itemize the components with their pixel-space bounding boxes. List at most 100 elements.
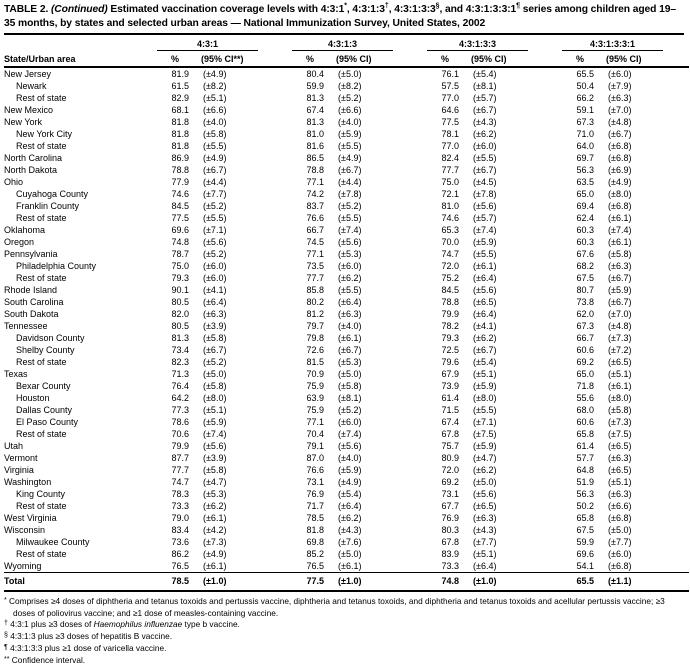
ci-value: (±6.1) bbox=[608, 381, 632, 391]
ci-value: (±1.0) bbox=[201, 572, 285, 591]
table-row: Rest of state 79.3 (±6.0) 77.7 (±6.2) 75.2 (±6… bbox=[4, 272, 689, 284]
pct-value: 70.6 bbox=[171, 429, 189, 439]
pct-value: 65.8 bbox=[576, 429, 595, 439]
footnote-ref-dagger: † bbox=[384, 2, 389, 10]
area-label: Rest of state bbox=[16, 501, 67, 511]
ci-value: (±5.9) bbox=[338, 465, 362, 475]
ci-value: (±5.9) bbox=[473, 381, 497, 391]
area-label: Pennsylvania bbox=[4, 249, 58, 259]
area-label: West Virginia bbox=[4, 513, 57, 523]
table-row: New Mexico 68.1 (±6.6) 67.4 (±6.6) 64.6 (±6.7)… bbox=[4, 104, 689, 116]
pct-value: 76.4 bbox=[171, 381, 189, 391]
ci-value: (±6.1) bbox=[203, 513, 227, 523]
pct-value: 79.3 bbox=[171, 273, 189, 283]
ci-value: (±5.6) bbox=[473, 285, 497, 295]
pct-value: 75.9 bbox=[306, 405, 325, 415]
ci-value: (±7.7) bbox=[473, 537, 497, 547]
state-column-header: State/Urban area bbox=[4, 51, 149, 68]
ci-value: (±6.1) bbox=[338, 333, 362, 343]
ci-value: (±5.2) bbox=[338, 405, 362, 415]
pct-value: 77.7 bbox=[441, 165, 460, 175]
pct-value: 78.8 bbox=[306, 165, 325, 175]
ci-value: (±6.6) bbox=[608, 501, 632, 511]
ci-value: (±8.1) bbox=[473, 81, 497, 91]
ci-value: (±5.2) bbox=[203, 249, 227, 259]
ci-value: (±6.2) bbox=[473, 129, 497, 139]
pct-value: 73.1 bbox=[306, 477, 325, 487]
table-row: North Carolina 86.9 (±4.9) 86.5 (±4.9) 82.4 (±… bbox=[4, 152, 689, 164]
ci-value: (±7.9) bbox=[608, 81, 632, 91]
pct-value: 87.0 bbox=[306, 453, 325, 463]
pct-value: 67.8 bbox=[441, 429, 460, 439]
ci-value: (±1.0) bbox=[471, 572, 555, 591]
pct-value: 67.3 bbox=[576, 117, 595, 127]
ci-value: (±6.3) bbox=[608, 261, 632, 271]
pct-value: 59.9 bbox=[576, 537, 595, 547]
area-label: Houston bbox=[16, 393, 50, 403]
ci-value: (±5.3) bbox=[338, 249, 362, 259]
pct-value: 86.9 bbox=[171, 153, 189, 163]
pct-value: 81.8 bbox=[171, 117, 189, 127]
ci-value: (±4.3) bbox=[473, 525, 497, 535]
ci-value: (±5.2) bbox=[338, 201, 362, 211]
ci-value: (±5.9) bbox=[473, 441, 497, 451]
pct-value: 79.8 bbox=[306, 333, 325, 343]
ci-value: (±6.5) bbox=[473, 501, 497, 511]
pct-value: 77.5 bbox=[284, 572, 337, 591]
ci-value: (±1.1) bbox=[606, 572, 690, 591]
pct-value: 80.5 bbox=[171, 321, 189, 331]
area-label: Vermont bbox=[4, 453, 38, 463]
ci-value: (±6.1) bbox=[473, 261, 497, 271]
ci-value: (±3.9) bbox=[203, 453, 227, 463]
ci-value: (±6.7) bbox=[203, 345, 227, 355]
ci-value: (±4.7) bbox=[473, 453, 497, 463]
pct-value: 80.9 bbox=[441, 453, 460, 463]
area-label: Virginia bbox=[4, 465, 34, 475]
pct-value: 77.1 bbox=[306, 417, 325, 427]
pct-value: 61.4 bbox=[441, 393, 460, 403]
pct-value: 75.9 bbox=[306, 381, 325, 391]
pct-value: 56.3 bbox=[576, 489, 595, 499]
pct-value: 79.1 bbox=[306, 441, 325, 451]
pct-value: 78.7 bbox=[171, 249, 189, 259]
pct-value: 80.4 bbox=[306, 69, 325, 79]
ci-value: (±5.5) bbox=[473, 153, 497, 163]
area-label: Rest of state bbox=[16, 93, 67, 103]
pct-value: 74.7 bbox=[441, 249, 460, 259]
ci-value: (±6.8) bbox=[608, 201, 632, 211]
ci-value: (±7.3) bbox=[608, 417, 632, 427]
ci-value: (±5.4) bbox=[338, 489, 362, 499]
ci-value: (±5.1) bbox=[203, 405, 227, 415]
pct-value: 68.2 bbox=[576, 261, 595, 271]
ci-value: (±6.4) bbox=[338, 297, 362, 307]
pct-value: 83.4 bbox=[171, 525, 189, 535]
area-label: South Dakota bbox=[4, 309, 59, 319]
ci-value: (±4.1) bbox=[203, 285, 227, 295]
ci-value: (±5.1) bbox=[608, 369, 632, 379]
pct-value: 78.8 bbox=[171, 165, 189, 175]
area-label: Philadelphia County bbox=[16, 261, 97, 271]
pct-value: 81.8 bbox=[171, 141, 189, 151]
table-row: Franklin County 84.5 (±5.2) 83.7 (±5.2) 81.0 (… bbox=[4, 200, 689, 212]
ci-value: (±4.9) bbox=[338, 477, 362, 487]
ci-value: (±4.4) bbox=[203, 177, 227, 187]
pct-value: 64.6 bbox=[441, 105, 460, 115]
pct-value: 84.5 bbox=[441, 285, 460, 295]
pct-value: 61.4 bbox=[576, 441, 595, 451]
table-row: Rest of state 70.6 (±7.4) 70.4 (±7.4) 67.8 (±7… bbox=[4, 428, 689, 440]
pct-value: 67.5 bbox=[576, 273, 595, 283]
pct-value: 62.4 bbox=[576, 213, 595, 223]
ci-value: (±7.4) bbox=[608, 225, 632, 235]
vaccination-coverage-table: 4:3:1 4:3:1:3 4:3:1:3:3 4:3:1:3:3:1 Stat… bbox=[4, 37, 690, 592]
table-row: El Paso County 78.6 (±5.9) 77.1 (±6.0) 67.4 (±… bbox=[4, 416, 689, 428]
ci-value: (±3.9) bbox=[203, 321, 227, 331]
pct-value: 60.6 bbox=[576, 417, 595, 427]
pct-value: 69.7 bbox=[576, 153, 595, 163]
pct-value: 57.5 bbox=[441, 81, 460, 91]
pct-value: 76.5 bbox=[306, 561, 325, 571]
pct-value: 70.0 bbox=[441, 237, 460, 247]
area-label: Milwaukee County bbox=[16, 537, 90, 547]
ci-value: (±5.0) bbox=[338, 69, 362, 79]
ci-value: (±8.0) bbox=[473, 393, 497, 403]
ci-column-header: (95% CI) bbox=[471, 51, 555, 68]
